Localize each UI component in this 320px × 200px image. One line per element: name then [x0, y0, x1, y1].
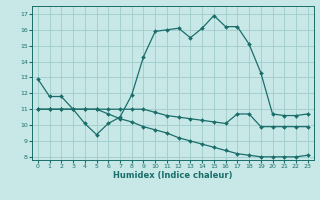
X-axis label: Humidex (Indice chaleur): Humidex (Indice chaleur)	[113, 171, 233, 180]
